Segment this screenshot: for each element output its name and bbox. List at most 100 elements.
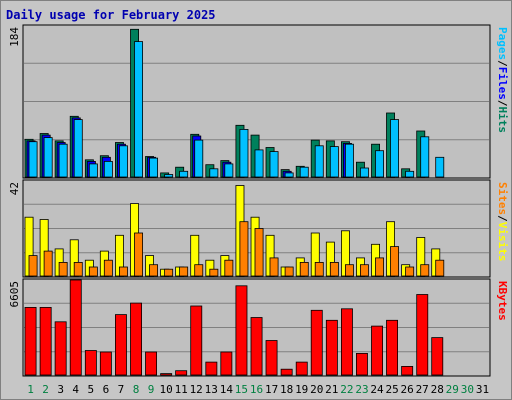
bar-sites-day-19 <box>299 261 309 277</box>
day-label-18: 18 <box>280 383 293 396</box>
day-label-17: 17 <box>265 383 278 396</box>
day-label-31: 31 <box>476 383 489 396</box>
bar-sites-day-26 <box>405 266 415 277</box>
bar-sites-day-24 <box>375 257 385 277</box>
bar-sites-day-17 <box>269 257 279 277</box>
bar-kbytes-day-21 <box>325 319 338 376</box>
bar-kbytes-day-23 <box>355 352 368 376</box>
series-legend-visits_sites: Sites/Visits <box>496 182 509 262</box>
bar-pages-day-28 <box>435 156 445 178</box>
bar-sites-day-16 <box>254 228 264 277</box>
bar-kbytes-day-11 <box>175 370 188 376</box>
bar-kbytes-day-5 <box>84 350 97 376</box>
bar-sites-day-5 <box>88 266 98 277</box>
legend-entry: / <box>496 60 509 67</box>
day-label-28: 28 <box>431 383 444 396</box>
day-label-3: 3 <box>57 383 64 396</box>
ymax-label: 6605 <box>8 281 21 308</box>
bar-sites-day-25 <box>390 246 400 277</box>
legend-entry: Pages <box>496 27 509 60</box>
bar-sites-day-12 <box>194 264 204 277</box>
day-label-29: 29 <box>446 383 459 396</box>
ymax-label: 184 <box>8 27 21 47</box>
day-label-5: 5 <box>87 383 94 396</box>
bar-pages-day-5 <box>88 163 98 178</box>
bar-sites-day-23 <box>359 264 369 277</box>
day-label-19: 19 <box>295 383 308 396</box>
bar-kbytes-day-26 <box>401 365 414 376</box>
bar-pages-day-8 <box>134 41 144 178</box>
day-label-6: 6 <box>103 383 110 396</box>
legend-entry: Hits <box>496 107 509 134</box>
bar-kbytes-day-20 <box>310 309 323 376</box>
bar-sites-day-9 <box>149 264 159 277</box>
day-label-26: 26 <box>400 383 413 396</box>
bar-kbytes-day-3 <box>54 321 67 376</box>
legend-entry: / <box>496 215 509 222</box>
bar-sites-day-7 <box>119 266 128 277</box>
day-label-2: 2 <box>42 383 49 396</box>
day-label-30: 30 <box>461 383 474 396</box>
series-legend-hits_files_pages: Pages/Files/Hits <box>496 27 509 133</box>
legend-entry: KBytes <box>496 281 509 321</box>
bar-sites-day-4 <box>73 261 83 277</box>
day-label-11: 11 <box>175 383 188 396</box>
bar-sites-day-2 <box>43 250 53 277</box>
day-label-20: 20 <box>310 383 323 396</box>
bar-kbytes-day-15 <box>235 285 248 376</box>
bar-pages-day-17 <box>269 151 279 178</box>
day-label-22: 22 <box>340 383 353 396</box>
bar-kbytes-day-16 <box>250 317 263 376</box>
bar-sites-day-13 <box>209 268 219 277</box>
day-label-4: 4 <box>72 383 79 396</box>
day-label-8: 8 <box>133 383 140 396</box>
bar-pages-day-4 <box>73 119 83 178</box>
bar-pages-day-2 <box>43 137 53 178</box>
bar-sites-day-10 <box>164 268 174 277</box>
bar-kbytes-day-13 <box>205 361 218 376</box>
bar-pages-day-6 <box>103 160 113 178</box>
bar-sites-day-28 <box>435 259 445 277</box>
day-label-23: 23 <box>355 383 368 396</box>
day-label-21: 21 <box>325 383 338 396</box>
bar-kbytes-day-8 <box>130 302 143 376</box>
bar-sites-day-14 <box>224 259 234 277</box>
bar-kbytes-day-14 <box>220 351 233 376</box>
bar-pages-day-23 <box>359 167 369 178</box>
bar-sites-day-8 <box>134 232 144 277</box>
day-label-14: 14 <box>220 383 234 396</box>
legend-entry: / <box>496 100 509 107</box>
bar-pages-day-10 <box>164 174 174 178</box>
bar-pages-day-7 <box>119 145 128 178</box>
bar-sites-day-22 <box>344 264 354 277</box>
bar-sites-day-6 <box>103 259 113 277</box>
bar-pages-day-24 <box>375 150 385 178</box>
bar-pages-day-21 <box>329 146 339 178</box>
day-label-10: 10 <box>159 383 172 396</box>
day-label-1: 1 <box>27 383 34 396</box>
bar-pages-day-19 <box>299 166 309 178</box>
day-label-27: 27 <box>416 383 429 396</box>
bar-kbytes-day-2 <box>39 306 52 376</box>
ymax-label: 42 <box>8 182 21 195</box>
bar-kbytes-day-12 <box>190 305 203 376</box>
day-label-16: 16 <box>250 383 263 396</box>
bar-pages-day-18 <box>284 172 294 178</box>
legend-entry: Files <box>496 67 509 100</box>
day-label-9: 9 <box>148 383 155 396</box>
bar-kbytes-day-24 <box>371 325 384 376</box>
bar-pages-day-12 <box>194 139 204 178</box>
bar-kbytes-day-17 <box>265 340 278 376</box>
bar-pages-day-3 <box>58 143 68 178</box>
bar-sites-day-20 <box>314 261 324 277</box>
day-label-12: 12 <box>190 383 203 396</box>
day-label-7: 7 <box>118 383 125 396</box>
bar-sites-day-3 <box>58 261 68 277</box>
bar-kbytes-day-4 <box>69 279 82 376</box>
day-label-24: 24 <box>370 383 384 396</box>
bar-kbytes-day-28 <box>431 337 444 376</box>
day-label-13: 13 <box>205 383 218 396</box>
bar-kbytes-day-10 <box>160 373 173 376</box>
bar-kbytes-day-1 <box>24 306 37 376</box>
